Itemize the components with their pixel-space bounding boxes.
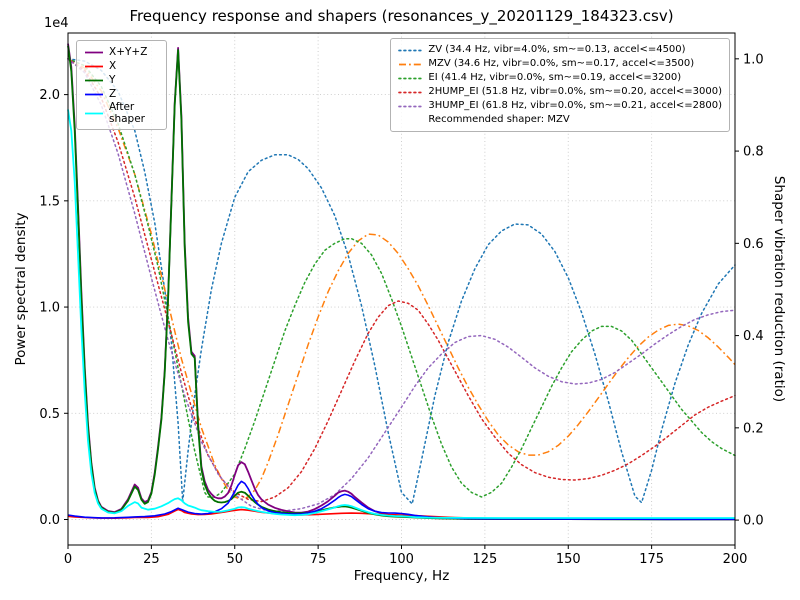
- legend-label: After shaper: [109, 101, 146, 126]
- legend-item: Z: [84, 87, 159, 101]
- x-tick-label: 150: [556, 552, 581, 567]
- y-right-tick-label: 0.2: [743, 421, 764, 436]
- legend-label: X: [109, 59, 117, 72]
- y-axis-label-right: Shaper vibration reduction (ratio): [771, 175, 787, 403]
- legend-line-swatch: [85, 93, 103, 95]
- legend-line-swatch: [398, 77, 424, 79]
- legend-psd-rows: X+Y+Z X Y Z After shaper: [84, 45, 159, 125]
- legend-label: Z: [109, 87, 117, 100]
- legend-line-swatch: [399, 63, 423, 65]
- 3hump-ei-curve: [67, 58, 736, 512]
- x-tick-label: 125: [472, 552, 497, 567]
- legend-label: Y: [109, 73, 116, 86]
- legend-shapers-rows: ZV (34.4 Hz, vibr=4.0%, sm~=0.13, accel<…: [398, 43, 722, 113]
- legend-item: 3HUMP_EI (61.8 Hz, vibr=0.0%, sm~=0.21, …: [398, 99, 722, 113]
- legend-item: ZV (34.4 Hz, vibr=4.0%, sm~=0.13, accel<…: [398, 43, 722, 57]
- y-right-tick-label: 0.6: [743, 237, 764, 252]
- zv-curve: [67, 58, 736, 505]
- x-tick-label: 0: [64, 552, 72, 567]
- legend-item: X+Y+Z: [84, 45, 159, 59]
- ei-curve: [67, 58, 736, 498]
- legend-item: X: [84, 59, 159, 73]
- legend-label: EI (41.4 Hz, vibr=0.0%, sm~=0.19, accel<…: [428, 71, 682, 83]
- legend-line-swatch: [85, 65, 103, 67]
- legend-line-swatch: [85, 112, 103, 114]
- x-tick-label: 175: [639, 552, 664, 567]
- legend-label: 2HUMP_EI (51.8 Hz, vibr=0.0%, sm~=0.20, …: [428, 85, 722, 97]
- legend-line-swatch: [85, 51, 103, 53]
- x-tick-label: 50: [226, 552, 243, 567]
- y-left-tick-label: 2.0: [39, 88, 60, 103]
- y-right-tick-label: 1.0: [743, 52, 764, 67]
- legend-shapers: ZV (34.4 Hz, vibr=4.0%, sm~=0.13, accel<…: [390, 38, 730, 132]
- legend-line-swatch: [398, 91, 424, 93]
- x-tick-label: 100: [389, 552, 414, 567]
- y-left-tick-label: 1.5: [39, 194, 60, 209]
- y-right-tick-label: 0.4: [743, 329, 764, 344]
- after-shaper-curve: [67, 109, 735, 519]
- legend-item: Y: [84, 73, 159, 87]
- y-left-tick-label: 0.5: [39, 407, 60, 422]
- legend-item: EI (41.4 Hz, vibr=0.0%, sm~=0.19, accel<…: [398, 71, 722, 85]
- x-tick-label: 75: [310, 552, 327, 567]
- chart-title: Frequency response and shapers (resonanc…: [129, 7, 674, 25]
- legend-line-swatch: [398, 105, 424, 107]
- y-right-tick-label: 0.8: [743, 145, 764, 160]
- legend-item: 2HUMP_EI (51.8 Hz, vibr=0.0%, sm~=0.20, …: [398, 85, 722, 99]
- x-axis-label: Frequency, Hz: [353, 568, 450, 584]
- y-right-tick-label: 0.0: [743, 514, 764, 529]
- legend-label: X+Y+Z: [109, 45, 148, 58]
- x-tick-label: 200: [723, 552, 748, 567]
- x-tick-label: 25: [143, 552, 160, 567]
- legend-line-swatch: [398, 49, 424, 51]
- legend-label: MZV (34.6 Hz, vibr=0.0%, sm~=0.17, accel…: [428, 57, 695, 69]
- 2hump-ei-curve: [67, 58, 736, 503]
- legend-item: MZV (34.6 Hz, vibr=0.0%, sm~=0.17, accel…: [398, 57, 722, 71]
- legend-label: 3HUMP_EI (61.8 Hz, vibr=0.0%, sm~=0.21, …: [428, 99, 722, 111]
- recommended-shaper-note: Recommended shaper: MZV: [428, 114, 570, 125]
- y-left-tick-label: 0.0: [39, 513, 60, 528]
- legend-item: After shaper: [84, 101, 159, 125]
- legend-psd: X+Y+Z X Y Z After shaper: [76, 40, 167, 131]
- y-axis-label-left: Power spectral density: [13, 212, 29, 366]
- y-left-tick-label: 1.0: [39, 301, 60, 316]
- legend-label: ZV (34.4 Hz, vibr=4.0%, sm~=0.13, accel<…: [428, 43, 686, 55]
- legend-line-swatch: [85, 79, 103, 81]
- y-axis-offset-text: 1e4: [44, 16, 69, 31]
